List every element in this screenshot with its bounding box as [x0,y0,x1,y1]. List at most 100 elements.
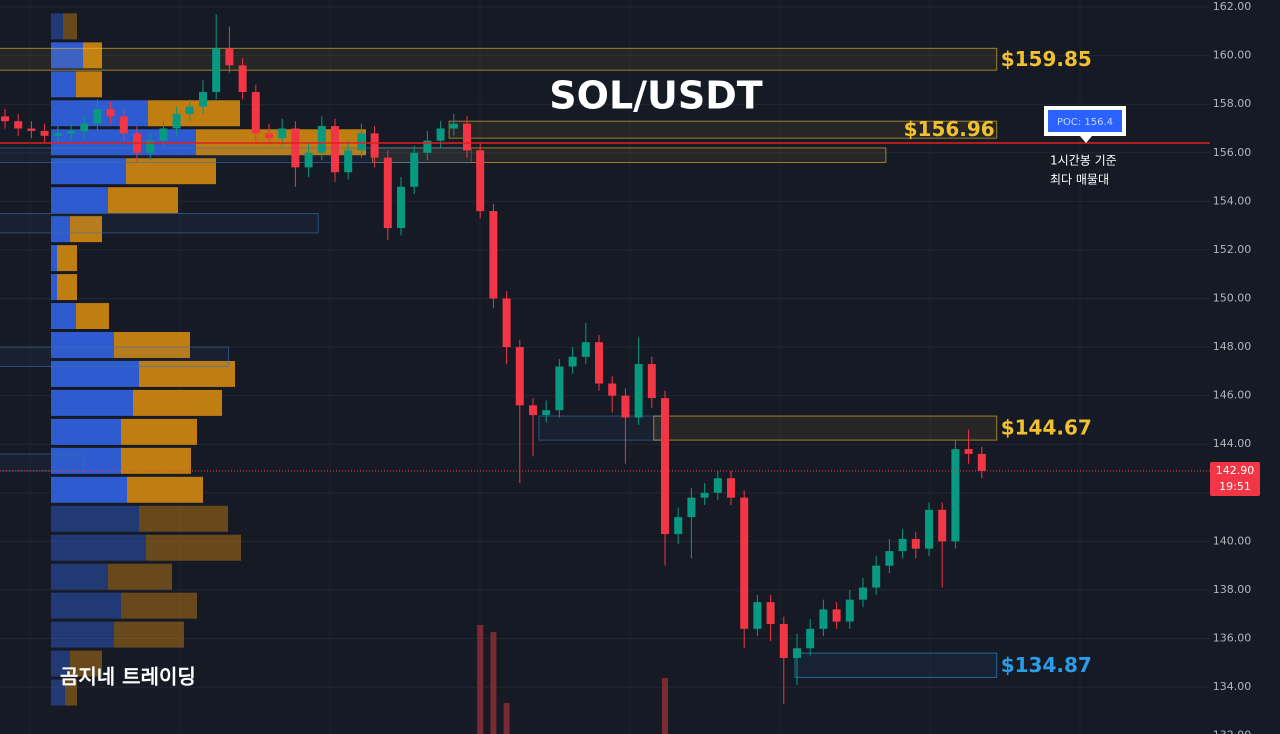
profile-buy [51,679,65,706]
candle-body [845,599,854,622]
profile-buy [51,505,139,532]
poc-note: 최다 매물대 [1050,173,1109,187]
candle-body [819,609,828,629]
profile-sell [70,650,102,677]
candle-body [687,497,696,518]
candle-body [225,48,234,66]
candle-body [621,395,630,418]
candle-body [106,109,115,117]
profile-buy [51,274,57,301]
zone-label: $159.85 [1001,47,1092,71]
candle-body [265,133,273,139]
y-tick-label: 138.00 [1213,583,1252,596]
candle-body [119,116,128,134]
candle-body [661,398,669,535]
candle-body [542,410,551,416]
zone-box [0,453,84,472]
profile-buy [51,71,76,98]
y-tick-label: 154.00 [1213,194,1252,207]
y-tick-label: 150.00 [1213,292,1252,305]
profile-sell [63,13,77,40]
volume-bar [503,703,510,734]
volume-bar [662,678,668,734]
poc-pointer [1080,136,1092,143]
zone-box [0,47,998,71]
profile-buy [51,418,121,445]
y-tick-label: 136.00 [1213,632,1252,645]
chart-title: SOL/USDT [549,74,763,118]
zone-box [538,415,668,441]
candle-body [423,140,432,153]
poc-box [1048,110,1122,132]
candle-body [436,128,445,141]
candle-body [898,538,907,552]
candle-body [634,364,643,418]
zone-label: $144.67 [1001,416,1092,440]
profile-sell [148,100,240,127]
candle-body [383,157,392,229]
candle-body [317,126,326,153]
candle-body [80,123,89,131]
profile-sell [70,216,102,243]
candle-body [793,648,801,658]
profile-buy [51,187,108,214]
profile-sell [139,505,228,532]
profile-buy [51,447,121,474]
candle-body [938,509,947,542]
candle-body [463,123,471,151]
y-tick-label: 148.00 [1213,340,1252,353]
candle-body [410,152,419,187]
y-tick-label: 140.00 [1213,534,1252,547]
profile-buy [51,303,76,330]
candle-body [238,65,247,93]
zone-box [0,346,229,368]
candle-body [674,517,683,535]
profile-buy [51,476,127,503]
candle-body [911,538,920,549]
candle-body [951,449,960,542]
candle-body [278,128,287,139]
profile-buy [51,13,63,40]
profile-buy [51,216,70,243]
candle-body [185,106,194,114]
profile-sell [114,332,190,358]
candle-body [1,116,9,122]
y-tick-label: 162.00 [1213,0,1252,13]
candle-body [740,497,749,629]
volume-bar [490,632,497,734]
profile-sell [108,187,178,214]
candle-body [581,342,590,357]
zone-layer: $159.85 $156.96 $144.67 $134.87 [0,47,1092,678]
profile-sell [83,42,102,69]
candle-body [397,186,405,229]
candle-body [872,565,881,588]
candle-body [146,140,155,153]
candle-body [449,123,458,129]
profile-sell [121,447,191,474]
profile-buy [51,360,139,387]
candle-body [806,628,815,649]
candle-body [529,405,537,416]
last-price-tag [1210,461,1260,496]
y-tick-label: 158.00 [1213,97,1252,110]
candle-body [555,366,564,411]
profile-buy [51,245,57,272]
zone-box [0,212,319,234]
candle-body [27,128,36,131]
profile-sell [127,476,203,503]
zone-label: $134.87 [1001,653,1092,677]
y-tick-label: 144.00 [1213,437,1252,450]
candle-body [568,356,577,367]
candle-body [40,130,49,136]
profile-sell [121,418,197,445]
candle-body [502,298,511,348]
candle-body [370,133,379,158]
profile-sell [57,245,77,272]
profile-sell [139,360,235,387]
profile-buy [51,563,108,590]
watermark: 곰지네 트레이딩 [60,665,196,689]
candle-body [251,92,260,134]
